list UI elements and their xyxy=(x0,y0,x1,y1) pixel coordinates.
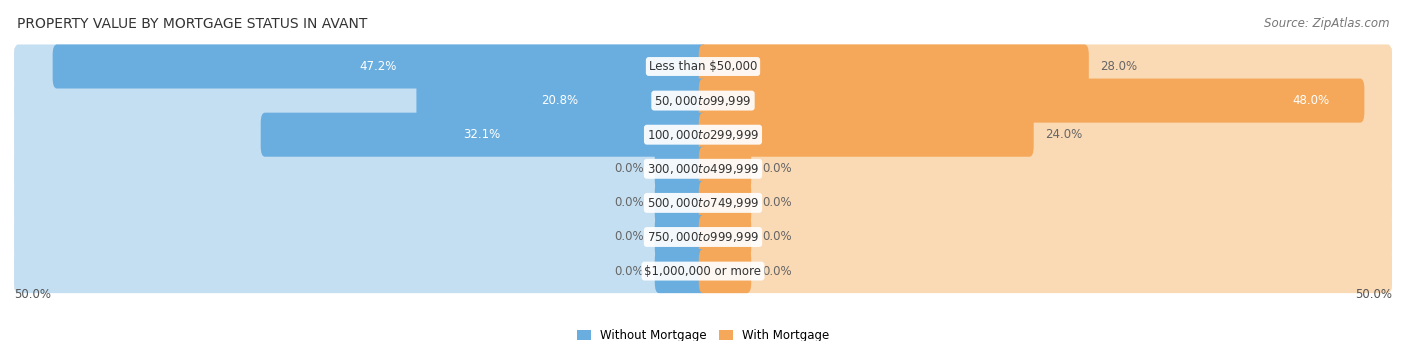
Legend: Without Mortgage, With Mortgage: Without Mortgage, With Mortgage xyxy=(572,325,834,341)
FancyBboxPatch shape xyxy=(260,113,707,157)
FancyBboxPatch shape xyxy=(699,249,751,293)
FancyBboxPatch shape xyxy=(20,153,1386,184)
FancyBboxPatch shape xyxy=(655,147,707,191)
FancyBboxPatch shape xyxy=(14,215,707,259)
Text: $100,000 to $299,999: $100,000 to $299,999 xyxy=(647,128,759,142)
FancyBboxPatch shape xyxy=(13,48,1393,85)
Text: $750,000 to $999,999: $750,000 to $999,999 xyxy=(647,230,759,244)
Text: 32.1%: 32.1% xyxy=(463,128,501,141)
Text: Source: ZipAtlas.com: Source: ZipAtlas.com xyxy=(1264,17,1389,30)
FancyBboxPatch shape xyxy=(20,222,1386,252)
Text: PROPERTY VALUE BY MORTGAGE STATUS IN AVANT: PROPERTY VALUE BY MORTGAGE STATUS IN AVA… xyxy=(17,17,367,31)
Text: $50,000 to $99,999: $50,000 to $99,999 xyxy=(654,93,752,108)
FancyBboxPatch shape xyxy=(699,215,1392,259)
FancyBboxPatch shape xyxy=(14,147,707,191)
FancyBboxPatch shape xyxy=(20,119,1386,150)
FancyBboxPatch shape xyxy=(699,44,1088,89)
Text: 20.8%: 20.8% xyxy=(541,94,578,107)
FancyBboxPatch shape xyxy=(52,44,707,89)
FancyBboxPatch shape xyxy=(655,181,707,225)
FancyBboxPatch shape xyxy=(14,181,707,225)
FancyBboxPatch shape xyxy=(20,256,1386,286)
FancyBboxPatch shape xyxy=(699,78,1392,123)
Text: 0.0%: 0.0% xyxy=(762,265,792,278)
FancyBboxPatch shape xyxy=(416,78,707,123)
Text: 0.0%: 0.0% xyxy=(762,196,792,209)
FancyBboxPatch shape xyxy=(20,85,1386,116)
Text: 48.0%: 48.0% xyxy=(1292,94,1330,107)
Text: 0.0%: 0.0% xyxy=(614,196,644,209)
FancyBboxPatch shape xyxy=(699,44,1392,89)
Text: 50.0%: 50.0% xyxy=(1355,288,1392,301)
FancyBboxPatch shape xyxy=(13,82,1393,119)
FancyBboxPatch shape xyxy=(699,78,1364,123)
FancyBboxPatch shape xyxy=(13,253,1393,290)
FancyBboxPatch shape xyxy=(14,44,707,89)
Text: 47.2%: 47.2% xyxy=(359,60,396,73)
FancyBboxPatch shape xyxy=(13,150,1393,187)
FancyBboxPatch shape xyxy=(20,188,1386,218)
Text: 0.0%: 0.0% xyxy=(614,162,644,175)
Text: 0.0%: 0.0% xyxy=(762,231,792,243)
FancyBboxPatch shape xyxy=(699,215,751,259)
FancyBboxPatch shape xyxy=(699,249,1392,293)
FancyBboxPatch shape xyxy=(699,147,1392,191)
FancyBboxPatch shape xyxy=(13,184,1393,221)
FancyBboxPatch shape xyxy=(20,51,1386,82)
FancyBboxPatch shape xyxy=(13,219,1393,255)
Text: 0.0%: 0.0% xyxy=(762,162,792,175)
FancyBboxPatch shape xyxy=(14,249,707,293)
FancyBboxPatch shape xyxy=(699,113,1392,157)
Text: $1,000,000 or more: $1,000,000 or more xyxy=(644,265,762,278)
FancyBboxPatch shape xyxy=(699,147,751,191)
FancyBboxPatch shape xyxy=(655,249,707,293)
Text: $300,000 to $499,999: $300,000 to $499,999 xyxy=(647,162,759,176)
Text: 0.0%: 0.0% xyxy=(614,265,644,278)
FancyBboxPatch shape xyxy=(14,113,707,157)
Text: 28.0%: 28.0% xyxy=(1099,60,1137,73)
FancyBboxPatch shape xyxy=(699,113,1033,157)
Text: 24.0%: 24.0% xyxy=(1045,128,1083,141)
FancyBboxPatch shape xyxy=(699,181,751,225)
Text: $500,000 to $749,999: $500,000 to $749,999 xyxy=(647,196,759,210)
Text: 0.0%: 0.0% xyxy=(614,231,644,243)
Text: Less than $50,000: Less than $50,000 xyxy=(648,60,758,73)
FancyBboxPatch shape xyxy=(14,78,707,123)
FancyBboxPatch shape xyxy=(655,215,707,259)
FancyBboxPatch shape xyxy=(13,116,1393,153)
FancyBboxPatch shape xyxy=(699,181,1392,225)
Text: 50.0%: 50.0% xyxy=(14,288,51,301)
